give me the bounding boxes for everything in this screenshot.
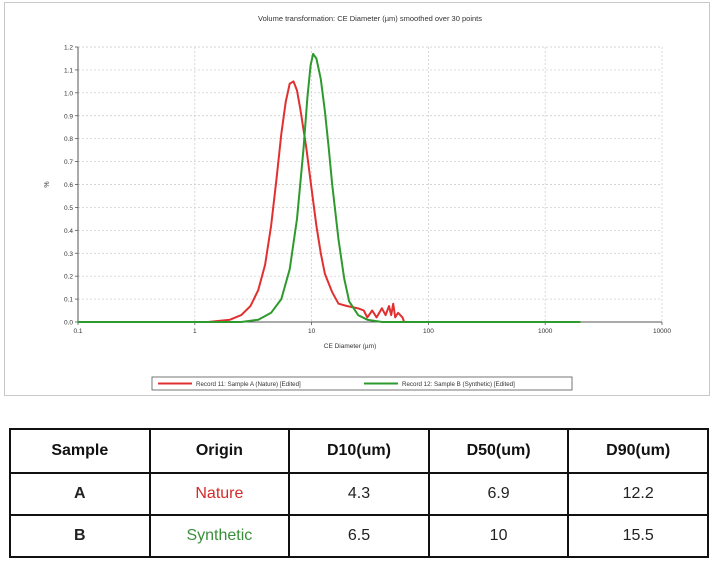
header-d50: D50(um) xyxy=(427,428,570,474)
table-header-row: Sample Origin D10(um) D50(um) D90(um) xyxy=(9,428,709,474)
x-tick-label: 100 xyxy=(423,328,434,335)
x-tick-label: 10 xyxy=(308,328,316,335)
header-d90: D90(um) xyxy=(567,428,709,474)
cell-d90: 15.5 xyxy=(567,514,709,558)
table-row: A Nature 4.3 6.9 12.2 xyxy=(9,472,709,516)
y-axis-label: % xyxy=(44,181,51,187)
chart-frame: Volume transformation: CE Diameter (µm) … xyxy=(4,2,710,396)
y-tick-label: 0.2 xyxy=(64,274,73,281)
y-tick-label: 0.7 xyxy=(64,159,73,166)
y-tick-label: 1.0 xyxy=(64,90,73,97)
x-axis-label: CE Diameter (µm) xyxy=(324,343,377,350)
x-tick-label: 0.1 xyxy=(73,328,82,335)
size-distribution-chart: Volume transformation: CE Diameter (µm) … xyxy=(44,14,671,391)
header-d10: D10(um) xyxy=(288,428,430,474)
x-tick-label: 1000 xyxy=(538,328,553,335)
y-tick-label: 0.6 xyxy=(64,182,73,189)
y-tick-label: 1.2 xyxy=(64,45,73,52)
cell-d50: 6.9 xyxy=(427,472,570,516)
cell-origin: Nature xyxy=(148,472,291,516)
cell-d10: 6.5 xyxy=(288,514,430,558)
table-row: B Synthetic 6.5 10 15.5 xyxy=(9,514,709,558)
header-sample: Sample xyxy=(9,428,151,474)
y-tick-label: 0.0 xyxy=(64,320,73,327)
y-tick-label: 0.8 xyxy=(64,136,73,143)
y-tick-label: 1.1 xyxy=(64,67,73,74)
cell-origin: Synthetic xyxy=(148,514,291,558)
y-tick-label: 0.9 xyxy=(64,113,73,120)
series-line-sample-b xyxy=(78,52,581,323)
cell-d50: 10 xyxy=(427,514,570,558)
y-tick-label: 0.5 xyxy=(64,205,73,212)
y-tick-label: 0.4 xyxy=(64,228,73,235)
legend-label: Record 11: Sample A (Nature) [Edited] xyxy=(196,381,301,388)
cell-d10: 4.3 xyxy=(288,472,430,516)
y-tick-label: 0.3 xyxy=(64,251,73,258)
legend-box xyxy=(151,376,573,391)
results-table-wrapper: Sample Origin D10(um) D50(um) D90(um) A … xyxy=(9,428,709,558)
y-tick-label: 0.1 xyxy=(64,297,73,304)
results-table: Sample Origin D10(um) D50(um) D90(um) A … xyxy=(9,428,709,558)
cell-d90: 12.2 xyxy=(567,472,709,516)
header-origin: Origin xyxy=(148,428,291,474)
series-line-sample-a xyxy=(78,80,406,323)
chart-title: Volume transformation: CE Diameter (µm) … xyxy=(258,14,482,23)
x-tick-label: 10000 xyxy=(653,328,671,335)
legend-label: Record 12: Sample B (Synthetic) [Edited] xyxy=(402,381,515,388)
cell-sample: B xyxy=(9,514,151,558)
cell-sample: A xyxy=(9,472,151,516)
x-tick-label: 1 xyxy=(193,328,197,335)
